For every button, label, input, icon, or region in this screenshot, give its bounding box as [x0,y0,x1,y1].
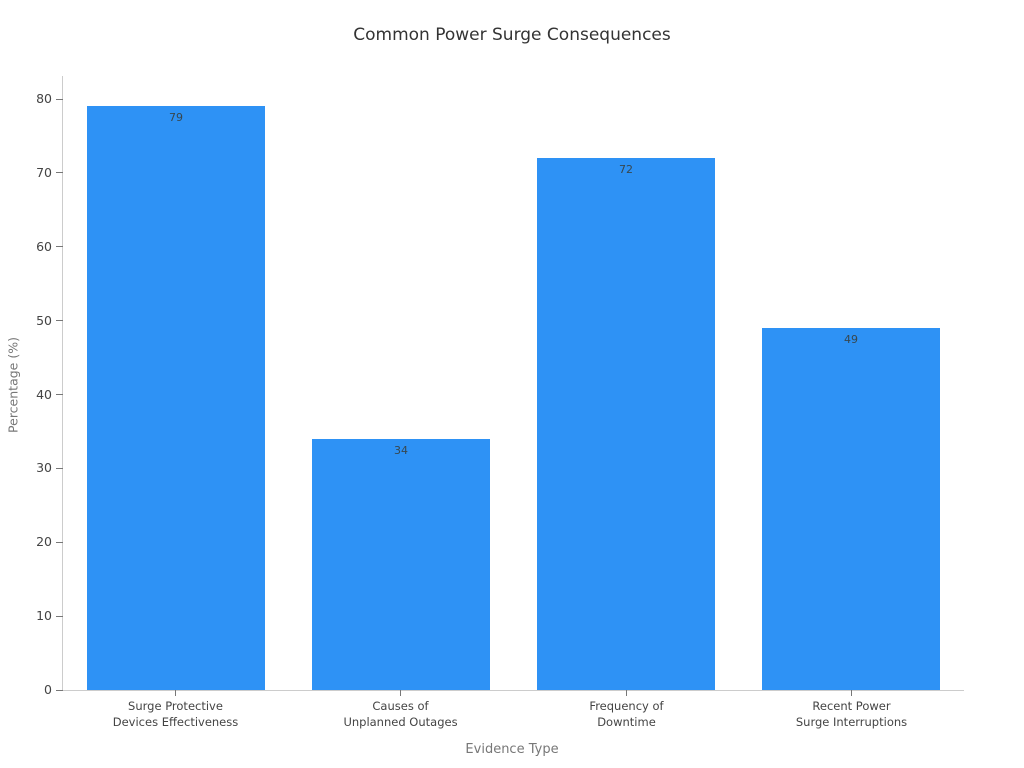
x-tick-label: Recent Power Surge Interruptions [795,699,908,729]
y-tick-mark [56,98,63,100]
y-tick-label: 60 [36,238,52,254]
y-axis-title: Percentage (%) [5,337,21,433]
x-tick-mark [400,690,402,696]
bar-value-label: 34 [394,444,408,457]
y-tick-mark [56,394,63,395]
x-tick-mark [175,690,177,696]
bar [87,106,265,690]
y-tick-mark [56,172,63,174]
x-tick-label: Frequency of Downtime [589,699,664,729]
plot-area: 0 10 20 30 40 50 60 70 80 79 Surge Protective Devi… [36,76,964,729]
y-tick-mark [56,615,63,617]
y-tick-label: 40 [36,386,52,402]
y-tick-mark [56,541,63,543]
bar-value-label: 72 [619,163,633,176]
bar [762,328,940,690]
y-tick-mark [56,320,63,322]
bar [312,439,490,690]
bar-value-label: 49 [844,333,858,346]
x-tick-label: Causes of Unplanned Outages [343,699,458,729]
y-tick-label: 50 [36,312,52,328]
bar-value-label: 79 [169,111,183,124]
y-tick-label: 0 [44,682,52,697]
x-tick-label: Surge Protective Devices Effectiveness [112,699,239,729]
y-tick-label: 10 [36,608,52,624]
y-tick-label: 80 [36,91,52,106]
bar [537,158,715,690]
y-tick-mark [56,467,63,469]
y-tick-label: 30 [36,460,52,476]
y-tick-mark [56,689,63,691]
chart-title: Common Power Surge Consequences [353,25,671,45]
y-tick-mark [56,246,63,248]
x-tick-mark [625,690,627,696]
y-tick-label: 20 [36,534,52,550]
x-axis-title: Evidence Type [465,742,559,757]
y-tick-label: 70 [36,164,52,180]
x-tick-mark [850,690,852,696]
